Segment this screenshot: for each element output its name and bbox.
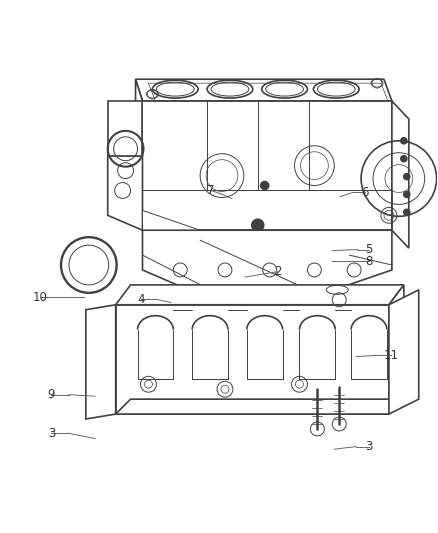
Circle shape (404, 174, 410, 180)
Circle shape (261, 182, 268, 190)
Circle shape (401, 156, 407, 161)
Text: 10: 10 (33, 290, 48, 304)
Polygon shape (142, 101, 392, 230)
Text: 2: 2 (274, 265, 282, 278)
Text: 11: 11 (383, 349, 399, 362)
Polygon shape (389, 285, 404, 414)
Text: 8: 8 (365, 255, 373, 268)
Polygon shape (116, 285, 404, 305)
Text: 3: 3 (48, 427, 55, 440)
Text: 5: 5 (365, 243, 373, 256)
Text: 3: 3 (365, 440, 373, 453)
Polygon shape (108, 156, 142, 230)
Text: 9: 9 (48, 388, 55, 401)
Text: 6: 6 (361, 186, 368, 199)
Polygon shape (142, 211, 200, 245)
Circle shape (404, 209, 410, 215)
Circle shape (401, 138, 407, 144)
Polygon shape (116, 399, 404, 414)
Text: 7: 7 (207, 184, 214, 197)
Polygon shape (108, 101, 142, 156)
Polygon shape (86, 305, 116, 419)
Text: 4: 4 (137, 293, 145, 306)
Polygon shape (135, 79, 392, 101)
Polygon shape (389, 290, 419, 414)
Polygon shape (142, 230, 392, 295)
Circle shape (252, 219, 264, 231)
Polygon shape (135, 79, 142, 230)
Circle shape (404, 191, 410, 197)
Polygon shape (392, 101, 409, 248)
Polygon shape (116, 305, 389, 414)
